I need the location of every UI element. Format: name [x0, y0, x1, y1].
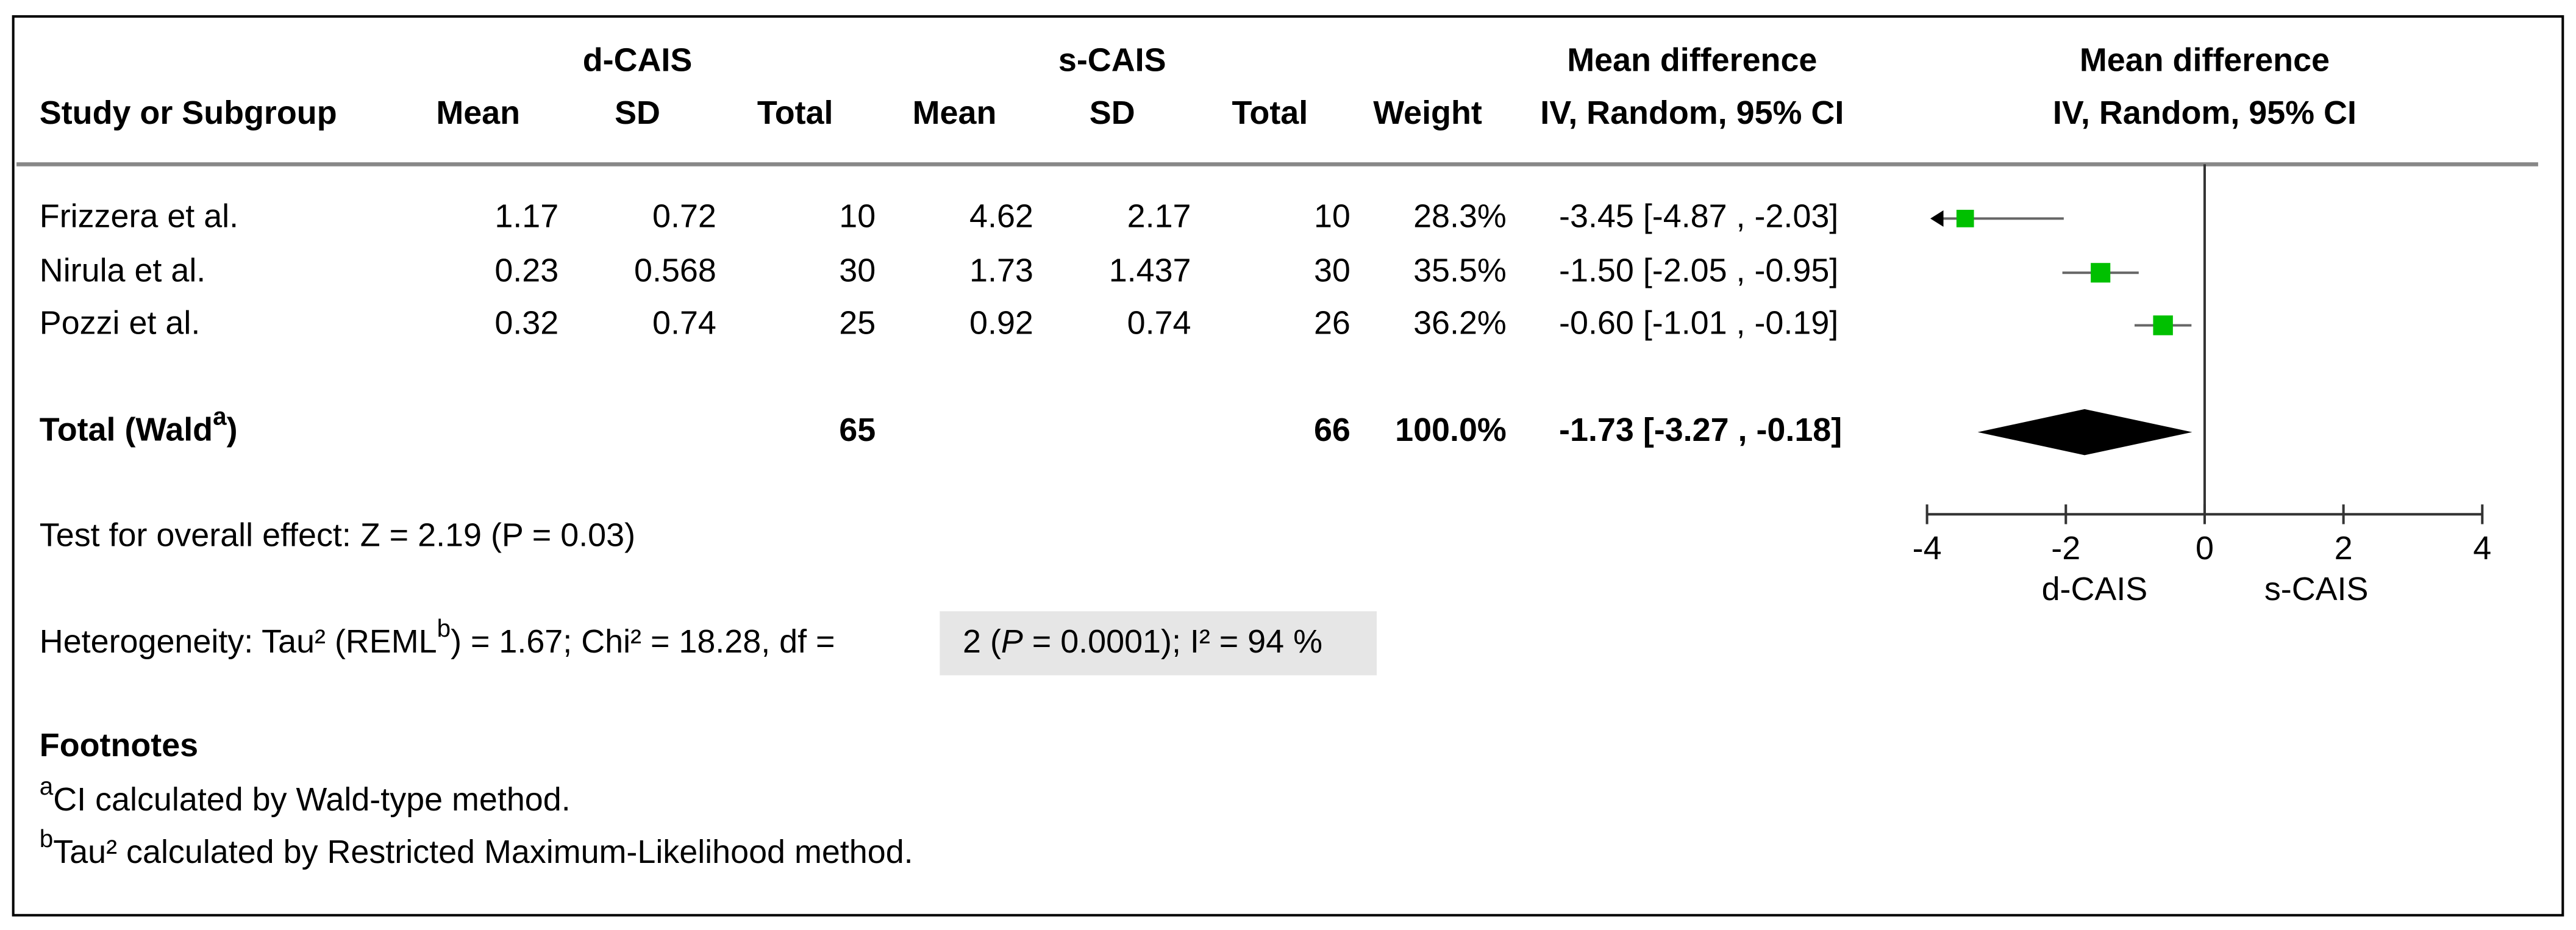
ci-text: -3.45 [-4.87 , -2.03]	[1559, 198, 1838, 235]
group-header: s-CAIS	[1058, 42, 1166, 79]
weight: 36.2%	[1413, 305, 1507, 342]
total-label-part: Total (Wald	[40, 412, 213, 448]
x-tick-label: -2	[2051, 530, 2080, 567]
footnote-part: b	[40, 824, 53, 853]
x-tick-label: -4	[1913, 530, 1942, 567]
cell: 30	[839, 252, 876, 288]
cell: 0.568	[634, 252, 716, 288]
cell: 30	[1314, 252, 1350, 288]
cell: 10	[839, 198, 876, 235]
study-square	[2091, 263, 2111, 283]
footnote-part: a	[40, 772, 54, 800]
plot-header: IV, Random, 95% CI	[2053, 95, 2357, 131]
cell: 1.17	[494, 198, 558, 235]
highlight-box	[940, 611, 1377, 676]
cell: 0.72	[652, 198, 716, 235]
cell: 0.74	[1127, 305, 1191, 342]
overall-test: Test for overall effect: Z = 2.19 (P = 0…	[40, 517, 635, 553]
heterogeneity-part: b	[437, 614, 451, 642]
heterogeneity-part: Heterogeneity: Tau² (REML	[40, 623, 437, 660]
group-header: d-CAIS	[583, 42, 693, 79]
x-tick-label: 4	[2473, 530, 2491, 567]
ci-arrow	[1930, 210, 1944, 227]
plot-header: Mean difference	[2080, 42, 2330, 79]
heterogeneity-box-part: 2 (	[963, 623, 1001, 660]
study-square	[2153, 315, 2173, 335]
heterogeneity-box: 2 (P = 0.0001); I² = 94 %	[963, 623, 1322, 660]
x-axis-label: s-CAIS	[2264, 571, 2369, 607]
heterogeneity: Heterogeneity: Tau² (REMLb) = 1.67; Chi²…	[40, 614, 835, 660]
footnote-part: Tau² calculated by Restricted Maximum-Li…	[53, 834, 913, 870]
total-cell: 65	[839, 412, 876, 448]
x-tick-label: 2	[2335, 530, 2353, 567]
effect-header: IV, Random, 95% CI	[1540, 95, 1844, 131]
weight: 35.5%	[1413, 252, 1507, 288]
total-label-part: )	[227, 412, 238, 448]
cell: 0.23	[494, 252, 558, 288]
study-name: Nirula et al.	[40, 252, 205, 288]
cell: 26	[1314, 305, 1350, 342]
cell: 0.32	[494, 305, 558, 342]
heterogeneity-part: ) = 1.67; Chi² = 18.28, df =	[451, 623, 835, 660]
column-header: SD	[1090, 95, 1135, 131]
cell: 25	[839, 305, 876, 342]
column-header: Weight	[1373, 95, 1482, 131]
cell: 4.62	[969, 198, 1033, 235]
total-label: Total (Walda)	[40, 402, 238, 448]
effect-header: Mean difference	[1567, 42, 1817, 79]
footnote: aCI calculated by Wald-type method.	[40, 772, 571, 818]
heterogeneity-box-part: = 0.0001); I² = 94 %	[1023, 623, 1322, 660]
column-header: Mean	[913, 95, 997, 131]
cell: 2.17	[1127, 198, 1191, 235]
ci-text: -0.60 [-1.01 , -0.19]	[1559, 305, 1838, 342]
column-header: Mean	[436, 95, 520, 131]
total-ci-text: -1.73 [-3.27 , -0.18]	[1559, 412, 1842, 448]
footnote-part: CI calculated by Wald-type method.	[53, 781, 570, 818]
total-diamond	[1977, 409, 2192, 456]
footnote: bTau² calculated by Restricted Maximum-L…	[40, 824, 913, 871]
cell: 1.73	[969, 252, 1033, 288]
heterogeneity-box-part: P	[1001, 623, 1023, 660]
total-weight: 100.0%	[1395, 412, 1507, 448]
cell: 1.437	[1109, 252, 1191, 288]
weight: 28.3%	[1413, 198, 1507, 235]
column-header: Study or Subgroup	[40, 95, 337, 131]
ci-text: -1.50 [-2.05 , -0.95]	[1559, 252, 1838, 288]
cell: 10	[1314, 198, 1350, 235]
study-square	[1956, 210, 1974, 227]
column-header: Total	[757, 95, 833, 131]
x-axis-label: d-CAIS	[2042, 571, 2148, 607]
cell: 0.74	[652, 305, 716, 342]
total-label-part: a	[213, 402, 227, 430]
column-header: SD	[615, 95, 660, 131]
x-tick-label: 0	[2196, 530, 2214, 567]
study-name: Frizzera et al.	[40, 198, 238, 235]
total-cell: 66	[1314, 412, 1350, 448]
column-header: Total	[1232, 95, 1308, 131]
frame	[12, 15, 2564, 917]
study-name: Pozzi et al.	[40, 305, 201, 342]
cell: 0.92	[969, 305, 1033, 342]
footnotes-title: Footnotes	[40, 727, 198, 764]
